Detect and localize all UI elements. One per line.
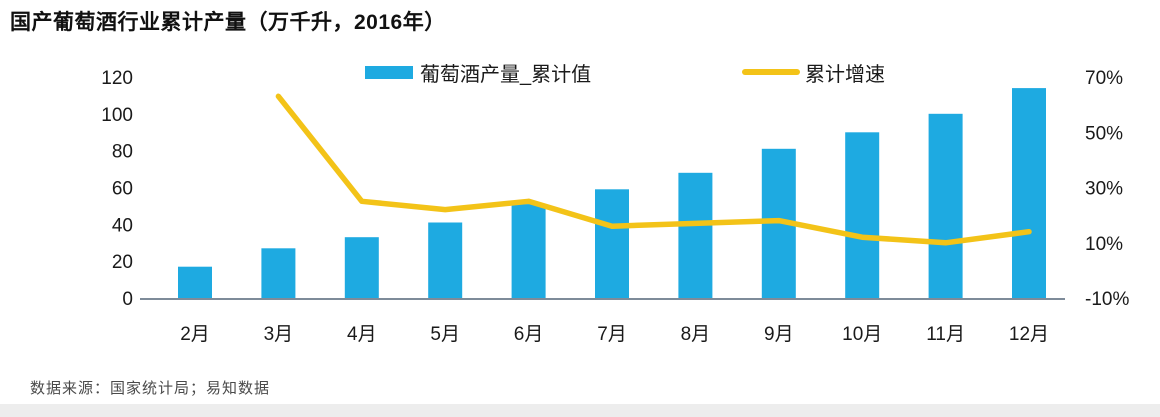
- right-axis-tick-70: 70%: [1085, 68, 1123, 89]
- bar-3月: [261, 248, 296, 298]
- bar-12月: [1012, 88, 1046, 298]
- chart-title: 国产葡萄酒行业累计产量（万千升，2016年）: [10, 11, 446, 34]
- bar-6月: [511, 204, 546, 298]
- bar-10月: [845, 132, 880, 299]
- left-axis-tick-100: 100: [101, 105, 133, 126]
- bar-5月: [428, 222, 463, 298]
- line-series-swatch: [742, 69, 800, 75]
- right-axis-tick-10: 10%: [1085, 234, 1123, 255]
- x-label-10月: 10月: [842, 324, 882, 345]
- x-label-12月: 12月: [1009, 324, 1049, 345]
- bar-7月: [595, 189, 629, 298]
- left-axis-tick-40: 40: [112, 215, 133, 236]
- x-label-9月: 9月: [764, 324, 794, 345]
- left-axis-tick-20: 20: [112, 252, 133, 273]
- bar-11月: [928, 113, 963, 298]
- legend-item-production: 葡萄酒产量_累计值: [365, 60, 592, 86]
- x-label-5月: 5月: [430, 324, 460, 345]
- x-label-3月: 3月: [264, 324, 294, 345]
- right-axis-tick-30: 30%: [1085, 179, 1123, 200]
- bar-4月: [344, 237, 379, 298]
- bottom-divider: [0, 404, 1160, 417]
- bar-series-swatch: [365, 65, 413, 79]
- left-axis-tick-0: 0: [122, 289, 133, 310]
- x-label-2月: 2月: [180, 324, 210, 345]
- legend-item-growth: 累计增速: [742, 60, 885, 86]
- bar-2月: [178, 266, 212, 298]
- x-label-6月: 6月: [514, 324, 544, 345]
- right-axis-tick-50: 50%: [1085, 123, 1123, 144]
- x-label-11月: 11月: [926, 324, 965, 345]
- x-label-4月: 4月: [347, 324, 377, 345]
- data-source: 数据来源：国家统计局；易知数据: [30, 380, 271, 397]
- left-axis-tick-60: 60: [112, 179, 133, 200]
- legend-label-growth: 累计增速: [805, 63, 885, 86]
- x-label-8月: 8月: [681, 324, 711, 345]
- x-label-7月: 7月: [597, 324, 627, 345]
- left-axis-tick-120: 120: [101, 68, 133, 89]
- right-axis-tick--10: -10%: [1085, 289, 1129, 310]
- growth-line: [275, 93, 1032, 246]
- legend-label-production: 葡萄酒产量_累计值: [420, 63, 592, 86]
- left-axis-tick-80: 80: [112, 142, 133, 163]
- bar-8月: [678, 172, 713, 298]
